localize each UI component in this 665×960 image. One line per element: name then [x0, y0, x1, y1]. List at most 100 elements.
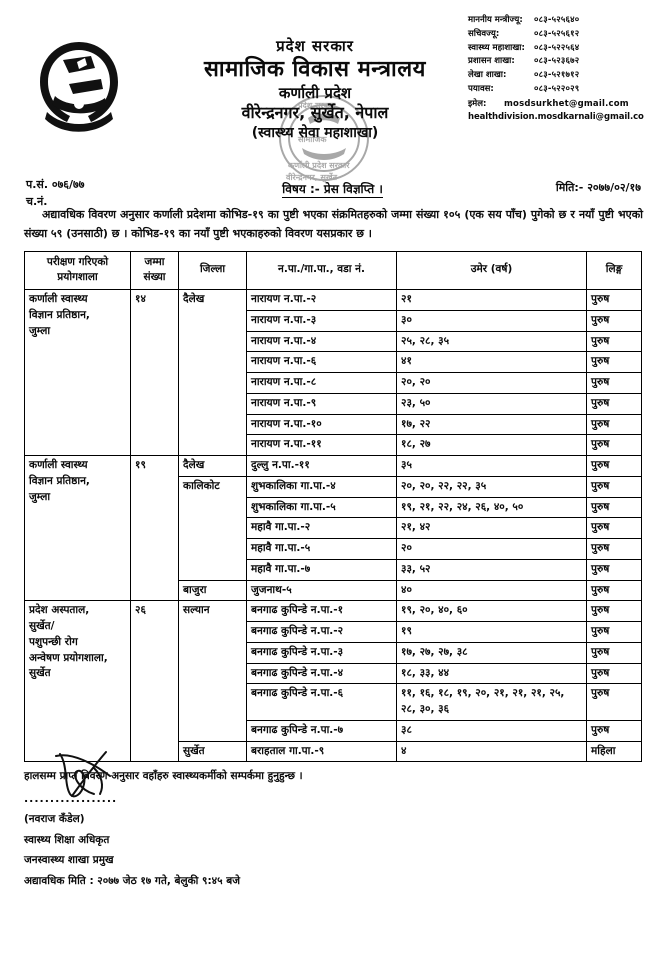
ward-cell: नारायण न.पा.-६	[246, 351, 397, 373]
table-row: प्रदेश अस्पताल, सुर्खेत/ पशुपन्छी रोग अन…	[24, 600, 642, 763]
sex-cell: पुरुष	[586, 558, 642, 581]
lab-line: जुम्ला	[29, 324, 51, 337]
age-cell: ४०	[396, 579, 587, 602]
age-cell: १७, २२	[396, 413, 587, 436]
ward-cell: नारायण न.पा.-२	[246, 289, 397, 311]
ward-cell: बनगाढ कुपिन्डे न.पा.-६	[246, 683, 397, 721]
email-secondary: healthdivision.mosdkarnali@gmail.co	[468, 112, 644, 123]
report-table-wrapper: परीक्षण गरिएको प्रयोगशाला जम्मा संख्या ज…	[24, 250, 642, 763]
age-cell: ३०	[396, 309, 587, 332]
email-row-primary: इमेल: mosdsurkhet@gmail.com	[468, 98, 664, 112]
col-header-ward: न.पा./गा.पा., वडा नं.	[246, 250, 397, 290]
sex-cell: पुरुष	[586, 579, 642, 602]
signer-title-1: स्वास्थ्य शिक्षा अधिकृत	[24, 833, 110, 846]
lab-line: प्रदेश अस्पताल,	[29, 604, 90, 617]
age-cell: २३, ५०	[396, 392, 587, 415]
contact-value: ०८३-५२२०२९	[534, 83, 580, 94]
org-line-1: प्रदेश सरकार	[276, 37, 354, 55]
contact-row: पयावस: ०८३-५२२०२९	[468, 83, 664, 97]
document-date: मिति:- २०७७/०२/१७	[556, 180, 641, 195]
lab-cell: कर्णाली स्वास्थ्य विज्ञान प्रतिष्ठान, जु…	[24, 289, 131, 456]
ward-cell: बनगाढ कुपिन्डे न.पा.-४	[246, 662, 397, 685]
table-row: शुभकालिका गा.पा.-५ १९, २१, २२, २४, २६, ४…	[25, 496, 642, 519]
ward-cell: बनगाढ कुपिन्डे न.पा.-२	[246, 621, 397, 643]
total-cell: १९	[130, 454, 179, 602]
contact-row: स्वास्थ्य महाशाखा: ०८३-५२२५६४	[468, 42, 664, 56]
date-value: २०७७/०२/१७	[587, 181, 641, 194]
age-cell: २५, २८, ३५	[396, 330, 587, 353]
subject-text: विषय :- प्रेस विज्ञप्ति ।	[282, 182, 383, 198]
col-header-lab-line2: प्रयोगशाला	[57, 271, 98, 284]
lab-line: कर्णाली स्वास्थ्य	[29, 293, 88, 305]
lab-line: सुर्खेत/	[29, 620, 55, 632]
sex-cell: पुरुष	[586, 662, 642, 685]
reference-number: प.सं. ०७६/७७ च.नं.	[26, 176, 85, 210]
table-row: बनगाढ कुपिन्डे न.पा.-६ ११, १६, १८, १९, २…	[25, 683, 642, 721]
ward-cell: बनगाढ कुपिन्डे न.पा.-३	[246, 641, 397, 664]
ward-cell: शुभकालिका गा.पा.-५	[246, 496, 397, 519]
age-cell: १८, ३३, ४४	[396, 662, 587, 685]
age-cell: ११, १६, १८, १९, २०, २१, २१, २१, २५, २८, …	[396, 683, 587, 721]
org-line-4: वीरेन्द्रनगर, सुर्खेत, नेपाल	[241, 103, 389, 123]
table-header-row: परीक्षण गरिएको प्रयोगशाला जम्मा संख्या ज…	[24, 250, 642, 290]
age-cell: १९, २०, ४०, ६०	[396, 600, 587, 622]
table-row: सुर्खेत बराहताल गा.पा.-९ ४ महिला	[25, 740, 642, 763]
contact-list: माननीय मन्त्रीज्यू: ०८३-५२५६४० सचिवज्यू:…	[468, 14, 664, 125]
ref-line-2: च.नं.	[26, 195, 48, 209]
sex-cell: पुरुष	[586, 309, 642, 332]
table-row: नारायण न.पा.-४ २५, २८, ३५ पुरुष	[25, 330, 642, 353]
sex-cell: पुरुष	[586, 351, 642, 373]
table-row: नारायण न.पा.-६ ४१ पुरुष	[25, 351, 642, 373]
email-label: इमेल:	[468, 98, 487, 109]
col-header-sex: लिङ्ग	[586, 250, 642, 290]
org-line-3: कर्णाली प्रदेश	[278, 83, 352, 102]
ward-cell: नारायण न.पा.-९	[246, 392, 397, 415]
contact-label: सचिवज्यू:	[468, 28, 500, 39]
contact-value: ०८३-५२२५६४	[534, 42, 580, 53]
col-header-total-line2: संख्या	[143, 271, 166, 284]
nepal-government-emblem-icon	[33, 38, 125, 138]
district-cell: सल्यान	[178, 600, 247, 742]
lab-line: विज्ञान प्रतिष्ठान,	[29, 474, 90, 487]
ward-cell: नारायण न.पा.-४	[246, 330, 397, 353]
age-cell: ४१	[396, 351, 587, 373]
col-header-total-line1: जम्मा	[144, 255, 165, 268]
sex-cell: पुरुष	[586, 392, 642, 415]
document-footer: हालसम्म प्राप्त विवरण अनुसार वहाँहरु स्व…	[24, 751, 641, 891]
col-header-total: जम्मा संख्या	[130, 250, 179, 290]
age-cell: ३८	[396, 719, 587, 742]
ward-cell: महावै गा.पा.-५	[246, 538, 397, 560]
age-cell: २१	[396, 289, 587, 311]
lab-cell: प्रदेश अस्पताल, सुर्खेत/ पशुपन्छी रोग अन…	[24, 600, 131, 763]
sex-cell: पुरुष	[586, 496, 642, 519]
age-cell: २१, ४२	[396, 517, 587, 539]
signature-dots: ..................	[24, 791, 118, 805]
sex-cell: पुरुष	[586, 641, 642, 664]
body-paragraph: अद्यावधिक विवरण अनुसार कर्णाली प्रदेशमा …	[24, 208, 643, 241]
email-primary: mosdsurkhet@gmail.com	[504, 98, 629, 109]
sex-cell: पुरुष	[586, 413, 642, 436]
ward-cell: नारायण न.पा.-१०	[246, 413, 397, 436]
sex-cell: पुरुष	[586, 683, 642, 721]
contact-label: प्रशासन शाखा:	[468, 56, 515, 67]
contact-label: लेखा शाखा:	[468, 70, 507, 81]
ward-cell: नारायण न.पा.-११	[246, 434, 397, 456]
age-cell: १७, २७, २७, ३८	[396, 641, 587, 664]
lab-cell: कर्णाली स्वास्थ्य विज्ञान प्रतिष्ठान, जु…	[24, 454, 131, 602]
signer-name: (नवराज कँडेल)	[24, 813, 85, 826]
ward-cell: नारायण न.पा.-३	[246, 309, 397, 332]
contact-row: माननीय मन्त्रीज्यू: ०८३-५२५६४०	[468, 14, 664, 28]
district-cell: सुर्खेत	[178, 740, 247, 763]
col-header-lab: परीक्षण गरिएको प्रयोगशाला	[24, 250, 131, 290]
lab-line: विज्ञान प्रतिष्ठान,	[29, 308, 90, 321]
contact-row: प्रशासन शाखा: ०८३-५२३६७२	[468, 55, 664, 69]
lab-line: जुम्ला	[29, 490, 51, 503]
age-cell: २०, २०, २२, २२, ३५	[396, 475, 587, 498]
contact-value: ०८३-५२५६४०	[534, 15, 580, 25]
table-row: महावै गा.पा.-५ २० पुरुष	[25, 538, 642, 560]
table-row: नारायण न.पा.-९ २३, ५० पुरुष	[25, 392, 642, 415]
sex-cell: पुरुष	[586, 330, 642, 353]
lab-line: सुर्खेत	[29, 667, 51, 680]
sex-cell: पुरुष	[586, 621, 642, 643]
ward-cell: बनगाढ कुपिन्डे न.पा.-७	[246, 719, 397, 742]
